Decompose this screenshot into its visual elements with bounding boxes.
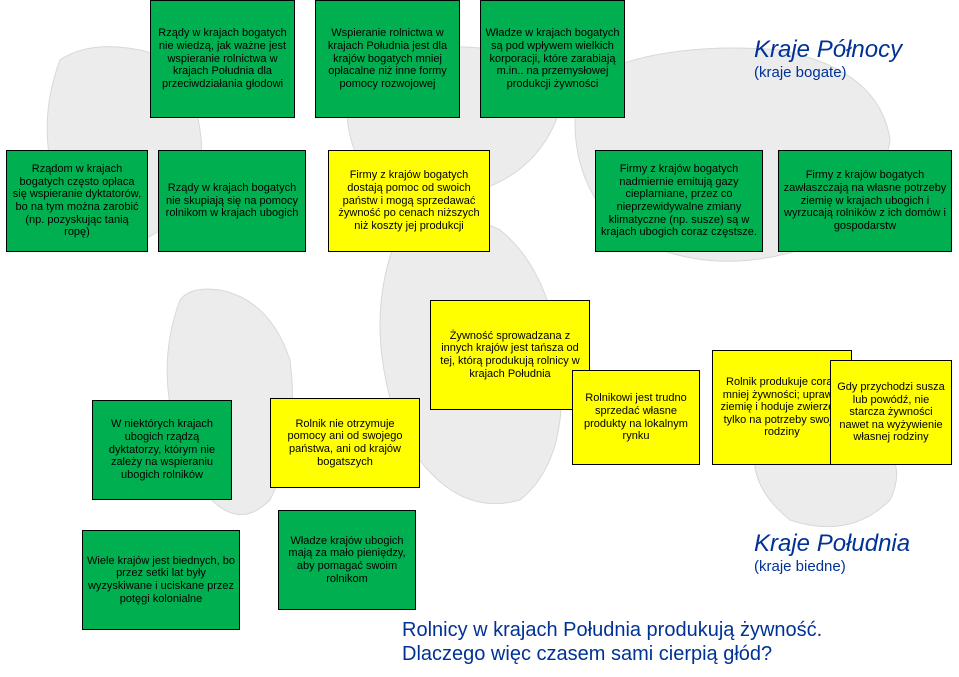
box-text: Rolnik produkuje coraz mniej żywności; u… <box>717 376 847 439</box>
title-north-small: (kraje bogate) <box>754 64 902 81</box>
box-r3-h: Gdy przychodzi susza lub powódź, nie sta… <box>830 360 952 465</box>
box-r3-c: Rolnik nie otrzymuje pomocy ani od swoje… <box>270 398 420 488</box>
box-r3-b: Wiele krajów jest biednych, bo przez set… <box>82 530 240 630</box>
box-text: Wiele krajów jest biednych, bo przez set… <box>87 555 235 606</box>
box-r2-a: Rządom w krajach bogatych często opłaca … <box>6 150 148 252</box>
box-text: Firmy z krajów bogatych nadmiernie emitu… <box>600 163 758 239</box>
footer-question: Rolnicy w krajach Południa produkują żyw… <box>402 618 822 666</box>
box-r1-c: Władze w krajach bogatych są pod wpływem… <box>480 0 625 118</box>
box-text: Rządom w krajach bogatych często opłaca … <box>11 163 143 239</box>
box-text: Gdy przychodzi susza lub powódź, nie sta… <box>835 381 947 444</box>
title-north-big: Kraje Północy <box>754 36 902 64</box>
box-text: Rządy w krajach bogatych nie skupiają si… <box>163 182 301 220</box>
title-south-small: (kraje biedne) <box>754 558 910 575</box>
title-south: Kraje Południa (kraje biedne) <box>754 530 910 575</box>
box-r2-d: Firmy z krajów bogatych nadmiernie emitu… <box>595 150 763 252</box>
box-r3-a: W niektórych krajach ubogich rządzą dykt… <box>92 400 232 500</box>
box-r1-b: Wspieranie rolnictwa w krajach Południa … <box>315 0 460 118</box>
box-text: Rolnikowi jest trudno sprzedać własne pr… <box>577 392 695 443</box>
box-r1-a: Rządy w krajach bogatych nie wiedzą, jak… <box>150 0 295 118</box>
footer-line2: Dlaczego więc czasem sami cierpią głód? <box>402 642 822 666</box>
box-text: Żywność sprowadzana z innych krajów jest… <box>435 330 585 381</box>
box-r2-e: Firmy z krajów bogatych zawłaszczają na … <box>778 150 952 252</box>
box-r2-b: Rządy w krajach bogatych nie skupiają si… <box>158 150 306 252</box>
box-text: Wspieranie rolnictwa w krajach Południa … <box>320 27 455 90</box>
title-north: Kraje Północy (kraje bogate) <box>754 36 902 81</box>
box-r3-d: Władze krajów ubogich mają za mało pieni… <box>278 510 416 610</box>
footer-line1: Rolnicy w krajach Południa produkują żyw… <box>402 618 822 642</box>
title-south-big: Kraje Południa <box>754 530 910 558</box>
box-text: Firmy z krajów bogatych dostają pomoc od… <box>333 169 485 232</box>
box-r3-f: Rolnikowi jest trudno sprzedać własne pr… <box>572 370 700 465</box>
box-text: Władze krajów ubogich mają za mało pieni… <box>283 535 411 586</box>
box-text: W niektórych krajach ubogich rządzą dykt… <box>97 418 227 481</box>
box-r2-c: Firmy z krajów bogatych dostają pomoc od… <box>328 150 490 252</box>
box-text: Rządy w krajach bogatych nie wiedzą, jak… <box>155 27 290 90</box>
box-text: Władze w krajach bogatych są pod wpływem… <box>485 27 620 90</box>
box-r3-e: Żywność sprowadzana z innych krajów jest… <box>430 300 590 410</box>
box-text: Firmy z krajów bogatych zawłaszczają na … <box>783 169 947 232</box>
box-text: Rolnik nie otrzymuje pomocy ani od swoje… <box>275 418 415 469</box>
